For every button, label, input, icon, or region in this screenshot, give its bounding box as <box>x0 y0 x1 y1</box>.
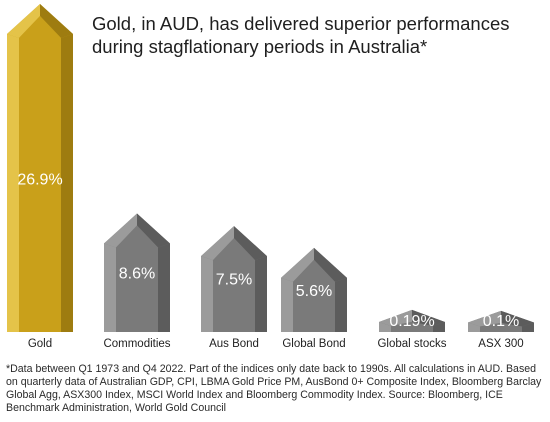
bar-face <box>116 225 158 332</box>
bar-value-label: 0.1% <box>483 313 519 330</box>
bar-asx-300 <box>468 310 534 332</box>
bar-bevel-left <box>281 277 293 332</box>
category-label: Aus Bond <box>209 338 259 350</box>
bar-bevel-left <box>201 256 213 332</box>
bar-face <box>480 322 522 332</box>
bar-bevel-left <box>379 322 391 332</box>
bar-facet-right <box>234 226 267 261</box>
category-label: ASX 300 <box>478 338 523 350</box>
bar-value-label: 26.9% <box>17 171 62 188</box>
bar-bevel-left <box>7 34 19 332</box>
bar-value-label: 7.5% <box>216 271 252 288</box>
category-label: Gold <box>28 338 52 350</box>
bar-bevel-right <box>158 243 170 332</box>
bar-bevel-right <box>522 322 534 332</box>
bar-facet-right <box>412 309 445 327</box>
bar-commodities <box>104 213 170 332</box>
bar-bevel-left <box>104 243 116 332</box>
bar-face <box>19 16 61 332</box>
bar-facet-left <box>379 309 412 327</box>
bar-facet-right <box>40 4 73 38</box>
bar-facet-left <box>281 247 314 282</box>
bar-bevel-right <box>335 277 347 332</box>
bar-global-bond <box>281 247 347 332</box>
bar-aus-bond <box>201 226 267 332</box>
bar-bevel-right <box>61 34 73 332</box>
bar-bevel-left <box>468 322 480 332</box>
bar-face <box>293 259 335 332</box>
category-label: Commodities <box>103 338 170 350</box>
bar-facet-left <box>7 4 40 38</box>
bar-global-stocks <box>379 309 445 332</box>
category-label: Global Bond <box>282 338 345 350</box>
bar-value-label: 0.19% <box>389 313 434 330</box>
bar-face <box>391 321 433 332</box>
bar-value-label: 8.6% <box>119 266 155 283</box>
bar-gold <box>7 4 73 332</box>
bar-value-label: 5.6% <box>296 283 332 300</box>
bar-bevel-right <box>433 322 445 332</box>
bar-facet-left <box>104 213 137 248</box>
chart-title: Gold, in AUD, has delivered superior per… <box>92 13 510 57</box>
bar-facet-right <box>314 247 347 282</box>
bar-facet-left <box>201 226 234 261</box>
bar-facet-right <box>137 213 170 248</box>
bar-bevel-right <box>255 256 267 332</box>
footnote: *Data between Q1 1973 and Q4 2022. Part … <box>6 363 542 414</box>
bar-facet-left <box>468 310 501 327</box>
category-label: Global stocks <box>377 338 446 350</box>
bar-facet-right <box>501 310 534 327</box>
bar-face <box>213 238 255 332</box>
